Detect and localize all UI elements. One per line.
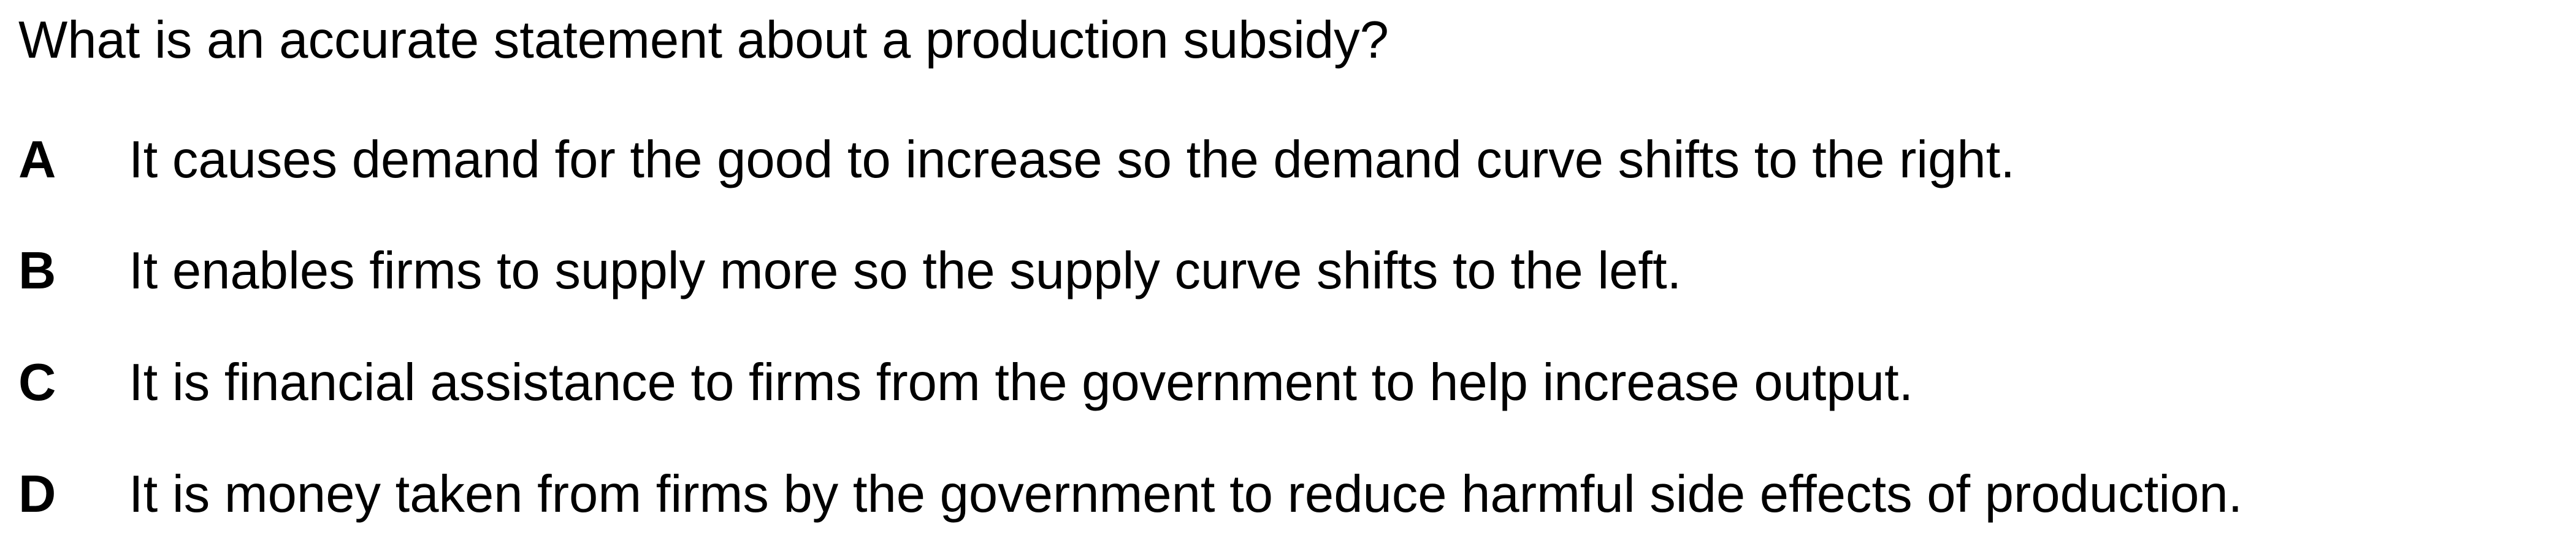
option-text: It enables firms to supply more so the s… <box>129 242 1682 300</box>
option-letter: D <box>18 465 56 523</box>
option-letter: B <box>18 242 56 300</box>
question-text: What is an accurate statement about a pr… <box>18 11 1389 69</box>
option-letter: A <box>18 131 56 189</box>
option-text: It is money taken from firms by the gove… <box>129 465 2243 523</box>
option-text: It causes demand for the good to increas… <box>129 131 2015 189</box>
option-text: It is financial assistance to firms from… <box>129 353 1914 412</box>
option-letter: C <box>18 353 56 412</box>
